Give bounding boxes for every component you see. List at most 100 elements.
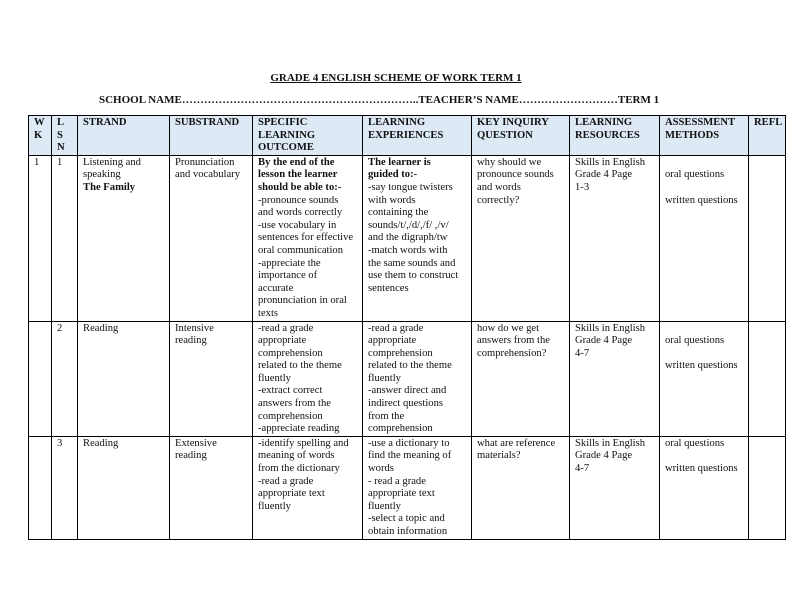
cell-line: related to the theme (368, 360, 452, 372)
cell-key-inquiry-question: how do we get answers from the comprehensi… (471, 320, 570, 437)
cell-line: materials? (477, 450, 521, 462)
header-reflection: REFL (748, 115, 786, 156)
cell-line: sounds/t/,/d/,/f/ ,/v/ (368, 219, 449, 231)
cell-substrand: Pronunciation and vocabulary (169, 154, 253, 322)
cell-wk (28, 320, 52, 437)
cell-learning-resources: Skills in English Grade 4 Page 4-7 (569, 435, 660, 540)
cell-line: with words (368, 194, 416, 206)
cell-line: from the dictionary (258, 463, 340, 475)
cell-assessment-methods: oral questions written questions (659, 435, 749, 540)
cell-line: oral questions (665, 335, 725, 347)
cell-line: written questions (665, 360, 738, 372)
header-key-inquiry-question: KEY INQUIRY QUESTION (471, 115, 570, 156)
cell-line: -match words with (368, 244, 448, 256)
cell-lsn: 3 (51, 435, 78, 540)
cell-line: 3 (57, 437, 63, 449)
cell-line: 2 (57, 322, 63, 334)
header-specific-learning-outcome: SPECIFIC LEARNING OUTCOME (252, 115, 363, 156)
cell-line: and words correctly (258, 207, 343, 219)
header-substrand: SUBSTRAND (169, 115, 253, 156)
header-text: SPECIFIC (258, 117, 308, 128)
cell-line: words (368, 463, 394, 475)
cell-line: pronounce sounds (477, 169, 554, 181)
cell-line: answers from the (477, 335, 550, 347)
cell-line: should be able to:- (258, 181, 342, 193)
cell-assessment-methods: oral questions written questions (659, 320, 749, 437)
header-strand: STRAND (77, 115, 170, 156)
cell-line: oral communication (258, 244, 344, 256)
document-title: GRADE 4 ENGLISH SCHEME OF WORK TERM 1 (0, 72, 792, 84)
cell-line: and vocabulary (175, 169, 241, 181)
header-learning-resources: LEARNING RESOURCES (569, 115, 660, 156)
cell-line: reading (175, 450, 207, 462)
cell-line (665, 323, 744, 336)
cell-line (665, 157, 744, 170)
cell-line: Grade 4 Page (575, 169, 633, 181)
cell-line: Grade 4 Page (575, 335, 633, 347)
cell-line: containing the (368, 207, 429, 219)
header-text: S (57, 129, 63, 141)
cell-line: written questions (665, 194, 738, 206)
cell-line: importance of (258, 270, 318, 282)
cell-line: use them to construct (368, 270, 459, 282)
table-row: 2 Reading Intensive reading -read a grade ap… (28, 320, 786, 437)
table-row: 3 Reading Extensive reading -identify spell… (28, 435, 786, 540)
cell-line: -use vocabulary in (258, 219, 337, 231)
header-text: K (34, 129, 43, 141)
header-text: N (57, 142, 65, 154)
cell-line: appropriate text (368, 488, 435, 500)
cell-line: Reading (83, 437, 119, 449)
cell-learning-experiences: -use a dictionary to find the meaning of w… (362, 435, 472, 540)
header-text: L (57, 117, 65, 128)
cell-line: fluently (368, 372, 401, 384)
cell-line: sentences for effective (258, 232, 354, 244)
header-text: LEARNING (258, 129, 316, 141)
scheme-of-work-table: W K L S N STRAND SUBSTRAND SPECIFIC LEARNING OUTC… (28, 115, 786, 540)
cell-line (665, 182, 744, 195)
cell-learning-resources: Skills in English Grade 4 Page 4-7 (569, 320, 660, 437)
cell-line: fluently (258, 372, 291, 384)
cell-wk (28, 435, 52, 540)
header-text: STRAND (83, 117, 127, 128)
cell-line: appropriate text (258, 488, 325, 500)
cell-substrand: Intensive reading (169, 320, 253, 437)
cell-line: Grade 4 Page (575, 450, 633, 462)
cell-reflection (748, 435, 786, 540)
cell-lsn: 2 (51, 320, 78, 437)
cell-line: correctly? (477, 194, 520, 206)
cell-line: comprehension (368, 347, 433, 359)
cell-specific-learning-outcome: -read a grade appropriate comprehension rel… (252, 320, 363, 437)
cell-line: indirect questions (368, 398, 444, 410)
cell-line: pronunciation in oral (258, 295, 347, 307)
cell-line: Reading (83, 322, 119, 334)
header-learning-experiences: LEARNING EXPERIENCES (362, 115, 472, 156)
cell-line: -read a grade (368, 322, 424, 334)
cell-line: written questions (665, 463, 738, 475)
cell-learning-resources: Skills in English Grade 4 Page 1-3 (569, 154, 660, 322)
cell-reflection (748, 320, 786, 437)
cell-learning-experiences: The learner is guided to:- -say tongue twi… (362, 154, 472, 322)
cell-line: oral questions (665, 169, 725, 181)
header-text: QUESTION (477, 129, 533, 141)
cell-line: The Family (83, 181, 136, 193)
cell-line: how do we get (477, 322, 540, 334)
header-text: EXPERIENCES (368, 129, 444, 141)
header-text: SUBSTRAND (175, 117, 240, 128)
cell-strand: Reading (77, 320, 170, 437)
cell-line: appropriate (368, 335, 417, 347)
cell-line: 1 (34, 156, 40, 168)
cell-key-inquiry-question: what are reference materials? (471, 435, 570, 540)
cell-line: 4-7 (575, 463, 590, 475)
cell-line: guided to:- (368, 169, 418, 181)
cell-substrand: Extensive reading (169, 435, 253, 540)
cell-line: 1-3 (575, 181, 590, 193)
cell-line: 4-7 (575, 347, 590, 359)
cell-line: obtain information (368, 526, 448, 537)
header-text: METHODS (665, 129, 720, 141)
cell-line: appropriate (258, 335, 307, 347)
cell-line: why should we (477, 156, 542, 168)
cell-line (665, 450, 744, 463)
cell-strand: Listening and speaking The Family (77, 154, 170, 322)
cell-line: Intensive (175, 322, 214, 334)
